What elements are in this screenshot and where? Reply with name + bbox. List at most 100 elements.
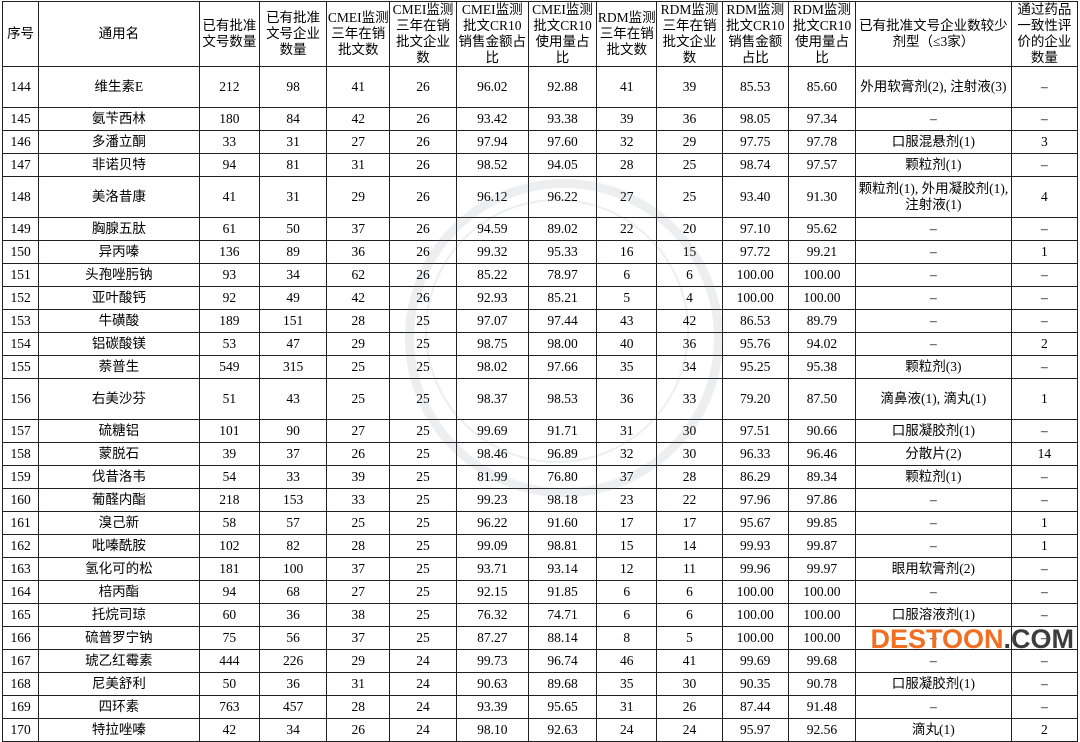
cell-cmei-cr10-volume-share: 95.65: [527, 695, 598, 719]
cell-approval-company-count: 31: [258, 130, 328, 154]
cell-generic-name: 硫普罗宁钠: [38, 626, 200, 650]
cell-rdm-cr10-volume-share: 99.68: [787, 649, 857, 673]
cell-scarce-dosage-forms: –: [855, 695, 1012, 719]
header-cell-index: 序号: [1, 1, 40, 67]
cell-rdm-cr10-volume-share: 85.60: [787, 66, 857, 108]
cell-generic-name: 托烷司琼: [38, 603, 200, 627]
cell-approval-count: 93: [198, 263, 260, 287]
cell-scarce-dosage-forms: –: [855, 217, 1012, 241]
cell-rdm-cr10-volume-share: 97.86: [787, 488, 857, 512]
cell-scarce-dosage-forms: –: [855, 488, 1012, 512]
cell-rdm-cr10-sales-share: 100.00: [721, 626, 789, 650]
cell-scarce-dosage-forms: 口服凝胶剂(1): [855, 672, 1012, 696]
cell-cmei-onsale-approvals: 29: [326, 332, 391, 356]
cell-cmei-onsale-companies: 24: [389, 718, 457, 742]
cell-cmei-onsale-companies: 25: [389, 580, 457, 604]
cell-index: 146: [1, 130, 40, 154]
cell-consistency-evaluation-companies: 1: [1010, 534, 1079, 558]
cell-cmei-onsale-companies: 26: [389, 130, 457, 154]
cell-consistency-evaluation-companies: 1: [1010, 378, 1079, 420]
cell-approval-company-count: 82: [258, 534, 328, 558]
cell-rdm-onsale-approvals: 35: [596, 355, 658, 379]
cell-cmei-cr10-volume-share: 97.66: [527, 355, 598, 379]
cell-index: 149: [1, 217, 40, 241]
cell-rdm-cr10-volume-share: 90.66: [787, 419, 857, 443]
cell-cmei-cr10-volume-share: 93.38: [527, 107, 598, 131]
cell-rdm-cr10-volume-share: 87.50: [787, 378, 857, 420]
table-row: 145 氨苄西林 180 84 42 26 93.42 93.38 39 36 98.05 97.34…: [1, 107, 1079, 131]
cell-generic-name: 多潘立酮: [38, 130, 200, 154]
cell-consistency-evaluation-companies: –: [1010, 419, 1079, 443]
cell-cmei-onsale-approvals: 31: [326, 153, 391, 177]
cell-rdm-onsale-approvals: 16: [596, 240, 658, 264]
cell-rdm-onsale-companies: 14: [656, 534, 723, 558]
cell-cmei-cr10-volume-share: 78.97: [527, 263, 598, 287]
cell-rdm-onsale-companies: 4: [656, 286, 723, 310]
table-row: 164 棓丙酯 94 68 27 25 92.15 91.85 6 6 100.00 100.00– –: [1, 580, 1079, 604]
cell-cmei-onsale-companies: 25: [389, 442, 457, 466]
cell-rdm-cr10-sales-share: 99.93: [721, 534, 789, 558]
cell-index: 166: [1, 626, 40, 650]
cell-scarce-dosage-forms: –: [855, 107, 1012, 131]
header-cell-scarce-dosage-forms: 已有批准文号企业数较少剂型（≤3家）: [855, 1, 1012, 67]
cell-generic-name: 葡醛内酯: [38, 488, 200, 512]
cell-cmei-cr10-volume-share: 97.44: [527, 309, 598, 333]
cell-consistency-evaluation-companies: –: [1010, 286, 1079, 310]
cell-rdm-onsale-companies: 6: [656, 603, 723, 627]
cell-index: 159: [1, 465, 40, 489]
cell-cmei-cr10-sales-share: 99.69: [455, 419, 529, 443]
cell-consistency-evaluation-companies: 4: [1010, 176, 1079, 218]
cell-cmei-onsale-approvals: 38: [326, 603, 391, 627]
cell-cmei-cr10-sales-share: 99.32: [455, 240, 529, 264]
cell-generic-name: 亚叶酸钙: [38, 286, 200, 310]
table-row: 156 右美沙芬 51 43 25 25 98.37 98.53 36 33 79.20 87.50 滴…: [1, 378, 1079, 420]
cell-rdm-cr10-volume-share: 91.30: [787, 176, 857, 218]
cell-rdm-cr10-sales-share: 99.96: [721, 557, 789, 581]
cell-cmei-cr10-sales-share: 85.22: [455, 263, 529, 287]
cell-approval-company-count: 31: [258, 176, 328, 218]
cell-rdm-onsale-companies: 17: [656, 511, 723, 535]
cell-cmei-onsale-companies: 25: [389, 626, 457, 650]
cell-cmei-onsale-companies: 26: [389, 107, 457, 131]
cell-cmei-onsale-approvals: 29: [326, 176, 391, 218]
table-row: 154 铝碳酸镁 53 47 29 25 98.75 98.00 40 36 95.76 94.02–…: [1, 332, 1079, 356]
cell-cmei-cr10-volume-share: 76.80: [527, 465, 598, 489]
cell-rdm-onsale-companies: 28: [656, 465, 723, 489]
cell-cmei-onsale-approvals: 37: [326, 557, 391, 581]
cell-generic-name: 异丙嗪: [38, 240, 200, 264]
cell-cmei-cr10-sales-share: 96.22: [455, 511, 529, 535]
cell-generic-name: 蒙脱石: [38, 442, 200, 466]
cell-cmei-onsale-approvals: 39: [326, 465, 391, 489]
cell-cmei-cr10-sales-share: 93.39: [455, 695, 529, 719]
cell-rdm-onsale-approvals: 32: [596, 442, 658, 466]
cell-approval-count: 42: [198, 718, 260, 742]
cell-generic-name: 牛磺酸: [38, 309, 200, 333]
cell-rdm-cr10-sales-share: 87.44: [721, 695, 789, 719]
cell-cmei-onsale-companies: 26: [389, 153, 457, 177]
cell-rdm-onsale-approvals: 46: [596, 649, 658, 673]
cell-rdm-onsale-companies: 26: [656, 695, 723, 719]
cell-generic-name: 非诺贝特: [38, 153, 200, 177]
cell-cmei-onsale-approvals: 28: [326, 534, 391, 558]
cell-rdm-cr10-sales-share: 96.33: [721, 442, 789, 466]
cell-rdm-onsale-approvals: 23: [596, 488, 658, 512]
table-row: 148 美洛昔康 41 31 29 26 96.12 96.22 27 25 93.40 91.30 颗…: [1, 176, 1079, 218]
cell-scarce-dosage-forms: –: [855, 511, 1012, 535]
header-cell-approval-company-count: 已有批准文号企业数量: [258, 1, 328, 67]
cell-scarce-dosage-forms: 颗粒剂(1): [855, 153, 1012, 177]
cell-rdm-cr10-sales-share: 79.20: [721, 378, 789, 420]
cell-index: 150: [1, 240, 40, 264]
cell-cmei-cr10-volume-share: 96.22: [527, 176, 598, 218]
cell-cmei-onsale-companies: 25: [389, 332, 457, 356]
cell-cmei-onsale-approvals: 27: [326, 580, 391, 604]
cell-rdm-cr10-volume-share: 97.34: [787, 107, 857, 131]
cell-rdm-cr10-volume-share: 100.00: [787, 580, 857, 604]
cell-cmei-onsale-approvals: 27: [326, 130, 391, 154]
cell-rdm-cr10-sales-share: 98.74: [721, 153, 789, 177]
cell-cmei-onsale-approvals: 37: [326, 217, 391, 241]
cell-consistency-evaluation-companies: –: [1010, 217, 1079, 241]
cell-generic-name: 琥乙红霉素: [38, 649, 200, 673]
cell-approval-count: 189: [198, 309, 260, 333]
cell-rdm-onsale-approvals: 27: [596, 176, 658, 218]
cell-cmei-onsale-approvals: 33: [326, 488, 391, 512]
